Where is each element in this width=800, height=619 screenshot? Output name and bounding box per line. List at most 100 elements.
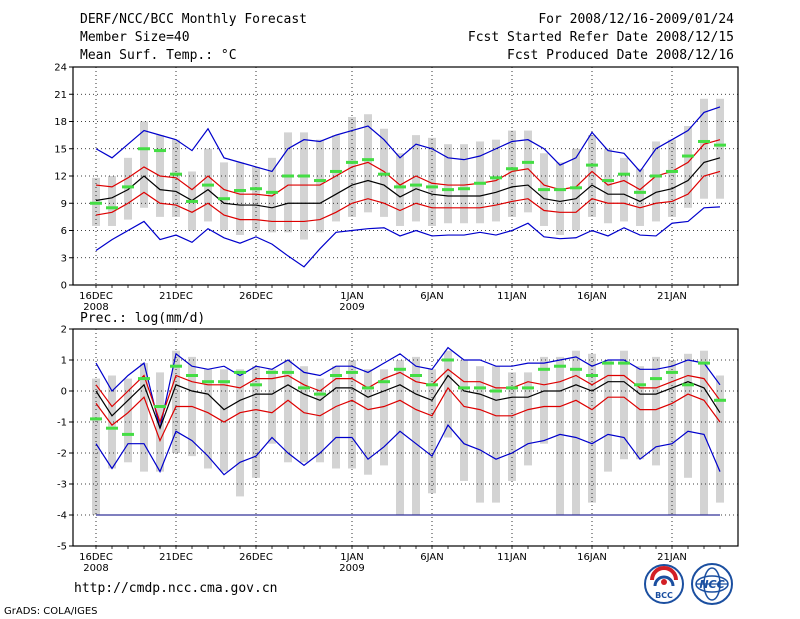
y-tick-label: 2 — [61, 325, 67, 336]
y-tick-label: 0 — [61, 281, 67, 292]
spread-box — [364, 369, 372, 475]
y-tick-label: 6 — [61, 226, 67, 237]
x-tick-label: 21DEC — [159, 552, 193, 563]
spread-box — [428, 369, 436, 494]
observed-mark — [218, 197, 230, 201]
observed-mark — [218, 380, 230, 384]
spread-box — [476, 366, 484, 503]
observed-mark — [250, 187, 262, 191]
spread-box — [316, 378, 324, 463]
source-url[interactable]: http://cmdp.ncc.cma.gov.cn — [74, 581, 278, 596]
y-tick-label: -3 — [57, 480, 67, 491]
observed-mark — [666, 169, 678, 173]
spread-box — [652, 141, 660, 222]
x-tick-label: 26DEC — [239, 291, 273, 302]
observed-mark — [522, 160, 534, 164]
spread-box — [236, 369, 244, 497]
plot-frame — [72, 328, 739, 547]
observed-mark — [442, 188, 454, 192]
observed-mark — [570, 186, 582, 190]
variable-label: Mean Surf. Temp.: °C — [80, 48, 237, 63]
y-tick-label: 12 — [54, 172, 67, 183]
observed-mark — [682, 383, 694, 387]
observed-mark — [506, 167, 518, 171]
spread-box — [124, 157, 132, 220]
spread-box — [716, 98, 724, 199]
fcst-started-date: Fcst Started Refer Date 2008/12/15 — [467, 30, 734, 45]
spread-box — [108, 176, 116, 226]
x-tick-label: 26DEC — [239, 552, 273, 563]
observed-mark — [298, 386, 310, 390]
spread-box — [268, 369, 276, 444]
precip-panel-label: Prec.: log(mm/d) — [80, 311, 206, 326]
x-tick-label: 16JAN — [577, 291, 607, 302]
spread-box — [700, 350, 708, 515]
observed-mark — [330, 374, 342, 377]
x-tick-label: 21JAN — [657, 291, 687, 302]
observed-mark — [394, 367, 406, 371]
observed-mark — [474, 181, 486, 185]
observed-mark — [186, 374, 198, 377]
y-tick-label: 9 — [61, 199, 67, 210]
spread-box — [604, 360, 612, 472]
spread-box — [428, 137, 436, 226]
spread-box — [620, 157, 628, 222]
observed-mark — [266, 370, 278, 374]
spread-box — [716, 375, 724, 503]
min-line — [95, 424, 721, 476]
y-tick-label: 18 — [54, 117, 67, 128]
spread-box — [556, 162, 564, 236]
observed-mark — [378, 380, 390, 384]
grads-credit: GrADS: COLA/IGES — [4, 606, 98, 617]
observed-mark — [522, 386, 534, 390]
observed-mark — [698, 361, 710, 365]
observed-mark — [122, 432, 134, 436]
spread-box — [300, 366, 308, 463]
spread-box — [364, 114, 372, 213]
observed-mark — [202, 380, 214, 384]
spread-box — [204, 369, 212, 469]
spread-box — [236, 162, 244, 236]
observed-mark — [490, 389, 502, 393]
observed-mark — [410, 183, 422, 187]
x-tick-label: 1JAN — [340, 291, 363, 302]
spread-box — [444, 350, 452, 438]
observed-mark — [394, 185, 406, 189]
observed-mark — [650, 377, 662, 381]
observed-mark — [298, 174, 310, 178]
x-tick-label: 16DEC — [79, 552, 113, 563]
x-tick-year: 2008 — [83, 563, 108, 574]
chart-title: DERF/NCC/BCC Monthly Forecast — [80, 12, 307, 27]
spread-box — [684, 353, 692, 478]
observed-mark — [234, 370, 246, 374]
max-line — [95, 106, 721, 173]
y-tick-label: 3 — [61, 253, 67, 264]
spread-box — [508, 130, 516, 217]
observed-mark — [138, 377, 150, 381]
observed-mark — [378, 172, 390, 176]
observed-mark — [602, 179, 614, 183]
observed-mark — [138, 147, 150, 151]
x-tick-label: 1JAN — [340, 552, 363, 563]
spread-box — [620, 350, 628, 460]
observed-mark — [266, 190, 278, 194]
x-tick-label: 16DEC — [79, 291, 113, 302]
observed-mark — [474, 386, 486, 390]
spread-box — [220, 162, 228, 231]
spread-box — [124, 378, 132, 463]
spread-box — [268, 157, 276, 233]
observed-mark — [234, 189, 246, 193]
spread-box — [492, 366, 500, 503]
y-tick-label: -1 — [57, 418, 67, 429]
x-tick-label: 6JAN — [420, 291, 443, 302]
spread-box — [140, 121, 148, 208]
spread-box — [284, 132, 292, 233]
x-tick-label: 21DEC — [159, 291, 193, 302]
x-tick-label: 6JAN — [420, 552, 443, 563]
observed-mark — [282, 370, 294, 374]
observed-mark — [426, 185, 438, 189]
observed-mark — [698, 139, 710, 143]
min-line — [95, 206, 721, 268]
spread-box — [652, 356, 660, 466]
